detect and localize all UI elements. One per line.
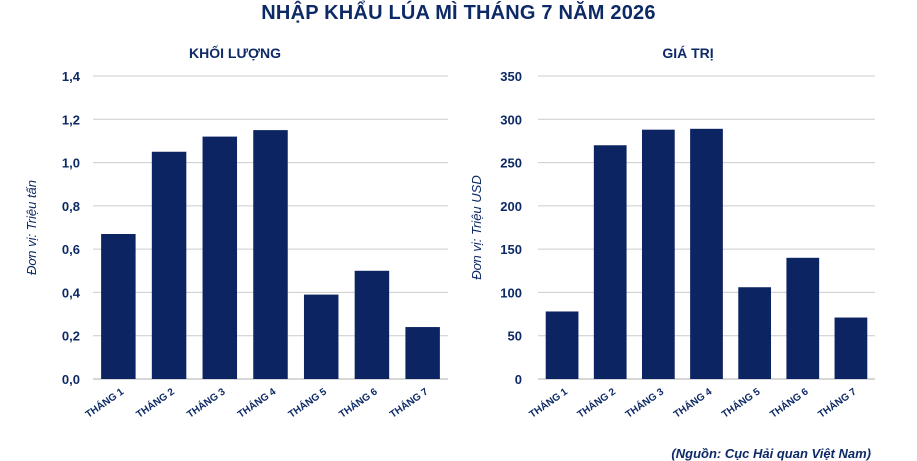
category-label: THÁNG 4	[235, 385, 279, 421]
bar-1	[101, 233, 136, 379]
y-tick-label: 1,4	[62, 69, 81, 84]
category-label: THÁNG 2	[575, 385, 619, 421]
y-tick-label: 0,6	[62, 242, 80, 257]
y-tick-label: 100	[500, 285, 522, 300]
category-label: THÁNG 2	[133, 385, 177, 421]
y-tick-label: 150	[500, 242, 522, 257]
bar-4	[690, 128, 723, 379]
bar-2	[593, 145, 627, 379]
category-label: THÁNG 1	[526, 385, 570, 421]
bar-6	[786, 257, 820, 379]
bar-2	[151, 151, 187, 379]
y-axis-label: Đơn vị: Triệu tấn	[24, 180, 39, 275]
bar-5	[303, 294, 339, 379]
value-chart: GIÁ TRỊ 0 50 100 150 200 250 300 350 Đơn vị: Triệ…	[469, 45, 875, 421]
source-note: (Nguồn: Cục Hải quan Việt Nam)	[671, 446, 871, 461]
category-label: THÁNG 7	[387, 385, 431, 421]
y-axis-label: Đơn vị: Triệu USD	[469, 175, 484, 279]
y-tick-label: 1,2	[62, 112, 80, 127]
bar-4	[253, 130, 288, 379]
bar-7	[834, 317, 868, 379]
category-label: THÁNG 3	[623, 385, 667, 421]
y-tick-label: 1,0	[62, 156, 80, 171]
bar-7	[405, 327, 440, 379]
category-label: THÁNG 3	[184, 385, 228, 421]
bar-3	[202, 136, 238, 379]
y-tick-label: 200	[500, 199, 522, 214]
y-tick-label: 0,2	[62, 329, 80, 344]
y-tick-label: 0,4	[62, 285, 81, 300]
category-label: THÁNG 6	[767, 385, 811, 421]
category-label: THÁNG 6	[336, 385, 380, 421]
bar-6	[354, 270, 390, 379]
y-tick-label: 0	[515, 372, 522, 387]
volume-chart: KHỐI LƯỢNG 0,0 0,2 0,4 0,6 0,8 1,0 1,2 1,4 Đơn vị…	[24, 44, 448, 421]
y-tick-label: 0,8	[62, 199, 80, 214]
category-label: THÁNG 4	[671, 385, 715, 421]
category-label: THÁNG 5	[286, 385, 330, 421]
y-tick-label: 300	[500, 112, 522, 127]
chart-title: KHỐI LƯỢNG	[189, 44, 281, 61]
page-title: NHẬP KHẨU LÚA MÌ THÁNG 7 NĂM 2026	[261, 2, 656, 24]
bar-3	[641, 129, 675, 379]
y-tick-label: 0,0	[62, 372, 80, 387]
category-label: THÁNG 1	[83, 385, 127, 421]
chart-title: GIÁ TRỊ	[662, 45, 713, 61]
y-tick-label: 50	[508, 329, 522, 344]
category-label: THÁNG 7	[815, 385, 859, 421]
y-tick-label: 350	[500, 69, 522, 84]
bar-5	[738, 287, 772, 379]
category-label: THÁNG 5	[719, 385, 763, 421]
bar-1	[545, 311, 579, 379]
y-tick-label: 250	[500, 156, 522, 171]
